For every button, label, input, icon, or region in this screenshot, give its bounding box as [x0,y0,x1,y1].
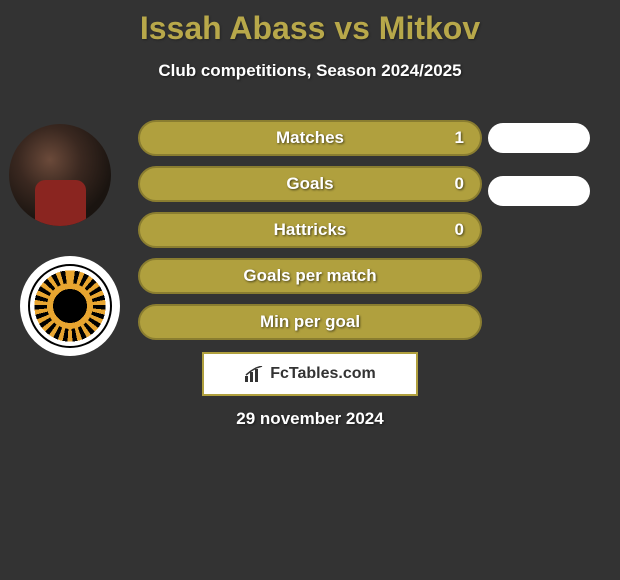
stat-value: 1 [455,128,464,148]
date-text: 29 november 2024 [236,409,383,429]
stats-area: Matches 1 Goals 0 Hattricks 0 Goals per … [138,120,482,350]
comparison-pill-1 [488,123,590,153]
stat-label: Min per goal [260,312,360,332]
club-badge-graphic [28,264,112,348]
comparison-card: Issah Abass vs Mitkov Club competitions,… [0,0,620,580]
page-title: Issah Abass vs Mitkov [0,0,620,47]
stat-bar-goals-per-match: Goals per match [138,258,482,294]
stat-label: Matches [276,128,344,148]
club-badge [20,256,120,356]
player-avatar [9,124,111,226]
subtitle: Club competitions, Season 2024/2025 [0,61,620,81]
stat-bar-hattricks: Hattricks 0 [138,212,482,248]
stat-value: 0 [455,220,464,240]
footer-brand-text: FcTables.com [270,365,376,383]
stat-bar-matches: Matches 1 [138,120,482,156]
stat-value: 0 [455,174,464,194]
stat-bar-goals: Goals 0 [138,166,482,202]
stat-label: Goals per match [243,266,376,286]
footer-brand-badge[interactable]: FcTables.com [202,352,418,396]
chart-icon [244,366,264,382]
stat-bar-min-per-goal: Min per goal [138,304,482,340]
stat-label: Goals [286,174,333,194]
comparison-pill-2 [488,176,590,206]
stat-label: Hattricks [274,220,347,240]
